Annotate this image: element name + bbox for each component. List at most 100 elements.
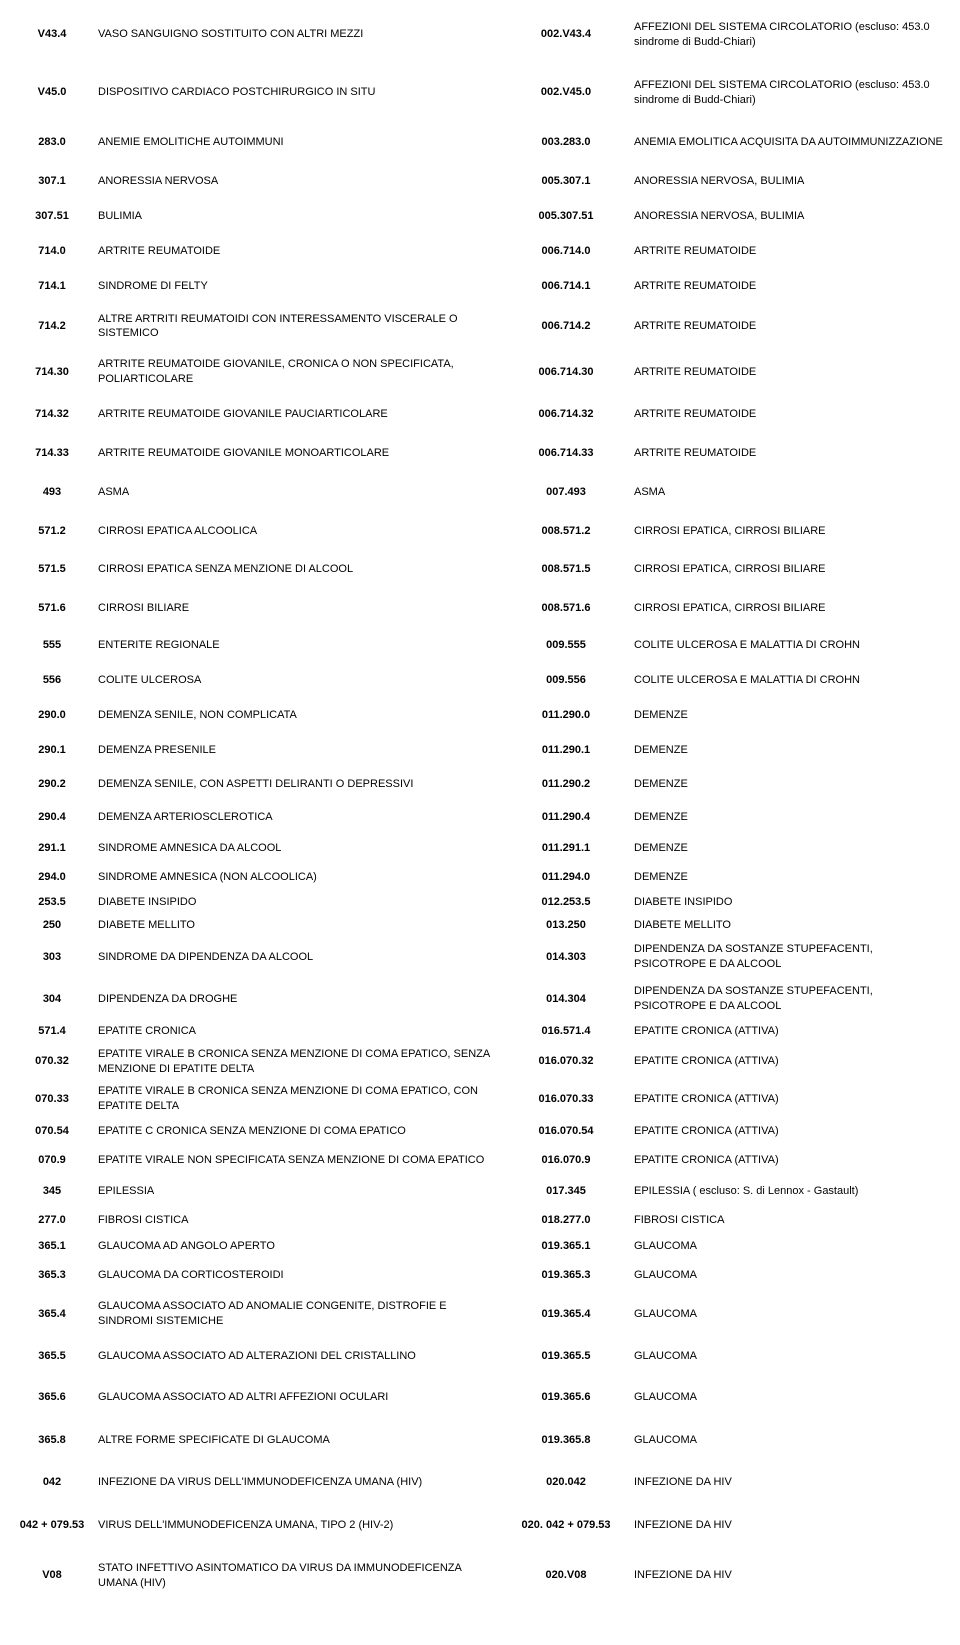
description-secondary: COLITE ULCEROSA E MALATTIA DI CROHN (630, 628, 950, 663)
code-primary: 571.2 (10, 512, 94, 551)
table-row: 556COLITE ULCEROSA009.556COLITE ULCEROSA… (10, 663, 950, 698)
code-primary: 493 (10, 473, 94, 512)
code-table: V43.4VASO SANGUIGNO SOSTITUITO CON ALTRI… (10, 6, 950, 1605)
code-secondary: 006.714.33 (502, 434, 630, 473)
description-secondary: ARTRITE REUMATOIDE (630, 269, 950, 304)
description-secondary: EPATITE CRONICA (ATTIVA) (630, 1080, 950, 1118)
description-primary: FIBROSI CISTICA (94, 1207, 502, 1234)
code-secondary: 018.277.0 (502, 1207, 630, 1234)
code-secondary: 016.571.4 (502, 1020, 630, 1043)
code-secondary: 013.250 (502, 914, 630, 937)
description-secondary: DEMENZE (630, 833, 950, 864)
description-secondary: ARTRITE REUMATOIDE (630, 434, 950, 473)
table-row: 365.3GLAUCOMA DA CORTICOSTEROIDI019.365.… (10, 1260, 950, 1291)
table-row: 303SINDROME DA DIPENDENZA DA ALCOOL014.3… (10, 936, 950, 978)
description-secondary: CIRROSI EPATICA, CIRROSI BILIARE (630, 512, 950, 551)
table-row: 070.33EPATITE VIRALE B CRONICA SENZA MEN… (10, 1080, 950, 1118)
description-primary: SINDROME AMNESICA (NON ALCOOLICA) (94, 864, 502, 891)
description-secondary: CIRROSI EPATICA, CIRROSI BILIARE (630, 589, 950, 628)
table-row: 365.6GLAUCOMA ASSOCIATO AD ALTRI AFFEZIO… (10, 1376, 950, 1419)
code-secondary: 009.555 (502, 628, 630, 663)
table-row: 714.1SINDROME DI FELTY006.714.1ARTRITE R… (10, 269, 950, 304)
description-secondary: DIABETE INSIPIDO (630, 891, 950, 914)
table-row: 365.8ALTRE FORME SPECIFICATE DI GLAUCOMA… (10, 1419, 950, 1462)
description-primary: ARTRITE REUMATOIDE (94, 234, 502, 269)
description-primary: INFEZIONE DA VIRUS DELL'IMMUNODEFICENZA … (94, 1461, 502, 1504)
table-row: 070.54EPATITE C CRONICA SENZA MENZIONE D… (10, 1118, 950, 1145)
code-primary: 556 (10, 663, 94, 698)
code-primary: 365.5 (10, 1337, 94, 1376)
code-primary: 714.1 (10, 269, 94, 304)
description-primary: GLAUCOMA DA CORTICOSTEROIDI (94, 1260, 502, 1291)
code-secondary: 008.571.2 (502, 512, 630, 551)
table-row: 290.4DEMENZA ARTERIOSCLEROTICA011.290.4D… (10, 802, 950, 833)
code-primary: 345 (10, 1176, 94, 1207)
table-row: V43.4VASO SANGUIGNO SOSTITUITO CON ALTRI… (10, 6, 950, 64)
description-secondary: ARTRITE REUMATOIDE (630, 395, 950, 434)
description-secondary: GLAUCOMA (630, 1260, 950, 1291)
description-secondary: GLAUCOMA (630, 1233, 950, 1260)
code-secondary: 008.571.5 (502, 550, 630, 589)
code-primary: 714.2 (10, 304, 94, 350)
description-primary: EPATITE VIRALE NON SPECIFICATA SENZA MEN… (94, 1145, 502, 1176)
description-primary: DEMENZA SENILE, CON ASPETTI DELIRANTI O … (94, 767, 502, 802)
code-primary: 070.33 (10, 1080, 94, 1118)
code-primary: 714.30 (10, 349, 94, 395)
code-primary: 290.0 (10, 698, 94, 733)
description-secondary: FIBROSI CISTICA (630, 1207, 950, 1234)
code-secondary: 019.365.6 (502, 1376, 630, 1419)
code-primary: 714.32 (10, 395, 94, 434)
description-secondary: ARTRITE REUMATOIDE (630, 349, 950, 395)
code-primary: 283.0 (10, 121, 94, 164)
description-primary: DISPOSITIVO CARDIACO POSTCHIRURGICO IN S… (94, 64, 502, 122)
description-primary: ARTRITE REUMATOIDE GIOVANILE, CRONICA O … (94, 349, 502, 395)
description-secondary: INFEZIONE DA HIV (630, 1461, 950, 1504)
code-secondary: 011.290.4 (502, 802, 630, 833)
description-secondary: GLAUCOMA (630, 1419, 950, 1462)
code-primary: 250 (10, 914, 94, 937)
description-primary: EPATITE C CRONICA SENZA MENZIONE DI COMA… (94, 1118, 502, 1145)
code-secondary: 019.365.8 (502, 1419, 630, 1462)
description-primary: DIPENDENZA DA DROGHE (94, 978, 502, 1020)
description-secondary: GLAUCOMA (630, 1291, 950, 1337)
code-secondary: 012.253.5 (502, 891, 630, 914)
table-row: 277.0FIBROSI CISTICA018.277.0FIBROSI CIS… (10, 1207, 950, 1234)
description-primary: DEMENZA ARTERIOSCLEROTICA (94, 802, 502, 833)
description-secondary: AFFEZIONI DEL SISTEMA CIRCOLATORIO (escl… (630, 64, 950, 122)
code-secondary: 016.070.33 (502, 1080, 630, 1118)
description-primary: EPATITE VIRALE B CRONICA SENZA MENZIONE … (94, 1043, 502, 1081)
table-row: 571.2CIRROSI EPATICA ALCOOLICA008.571.2C… (10, 512, 950, 551)
code-secondary: 016.070.32 (502, 1043, 630, 1081)
code-secondary: 003.283.0 (502, 121, 630, 164)
code-primary: 307.51 (10, 199, 94, 234)
code-primary: 304 (10, 978, 94, 1020)
code-primary: 070.32 (10, 1043, 94, 1081)
description-primary: SINDROME DA DIPENDENZA DA ALCOOL (94, 936, 502, 978)
description-secondary: ASMA (630, 473, 950, 512)
description-primary: CIRROSI BILIARE (94, 589, 502, 628)
table-row: 304DIPENDENZA DA DROGHE014.304DIPENDENZA… (10, 978, 950, 1020)
code-secondary: 005.307.1 (502, 164, 630, 199)
code-primary: V43.4 (10, 6, 94, 64)
code-secondary: 006.714.0 (502, 234, 630, 269)
code-secondary: 020.V08 (502, 1547, 630, 1605)
description-secondary: DIPENDENZA DA SOSTANZE STUPEFACENTI, PSI… (630, 978, 950, 1020)
description-primary: GLAUCOMA ASSOCIATO AD ALTERAZIONI DEL CR… (94, 1337, 502, 1376)
code-primary: V45.0 (10, 64, 94, 122)
code-secondary: 006.714.32 (502, 395, 630, 434)
code-primary: 291.1 (10, 833, 94, 864)
description-secondary: ANORESSIA NERVOSA, BULIMIA (630, 199, 950, 234)
description-secondary: EPATITE CRONICA (ATTIVA) (630, 1043, 950, 1081)
code-primary: 555 (10, 628, 94, 663)
description-secondary: EPILESSIA ( escluso: S. di Lennox - Gast… (630, 1176, 950, 1207)
code-secondary: 006.714.1 (502, 269, 630, 304)
table-row: 365.5GLAUCOMA ASSOCIATO AD ALTERAZIONI D… (10, 1337, 950, 1376)
code-primary: 365.1 (10, 1233, 94, 1260)
description-secondary: ANEMIA EMOLITICA ACQUISITA DA AUTOIMMUNI… (630, 121, 950, 164)
description-primary: EPATITE CRONICA (94, 1020, 502, 1043)
code-secondary: 019.365.5 (502, 1337, 630, 1376)
description-secondary: AFFEZIONI DEL SISTEMA CIRCOLATORIO (escl… (630, 6, 950, 64)
table-row: 571.5CIRROSI EPATICA SENZA MENZIONE DI A… (10, 550, 950, 589)
table-row: V45.0DISPOSITIVO CARDIACO POSTCHIRURGICO… (10, 64, 950, 122)
code-secondary: 011.290.0 (502, 698, 630, 733)
